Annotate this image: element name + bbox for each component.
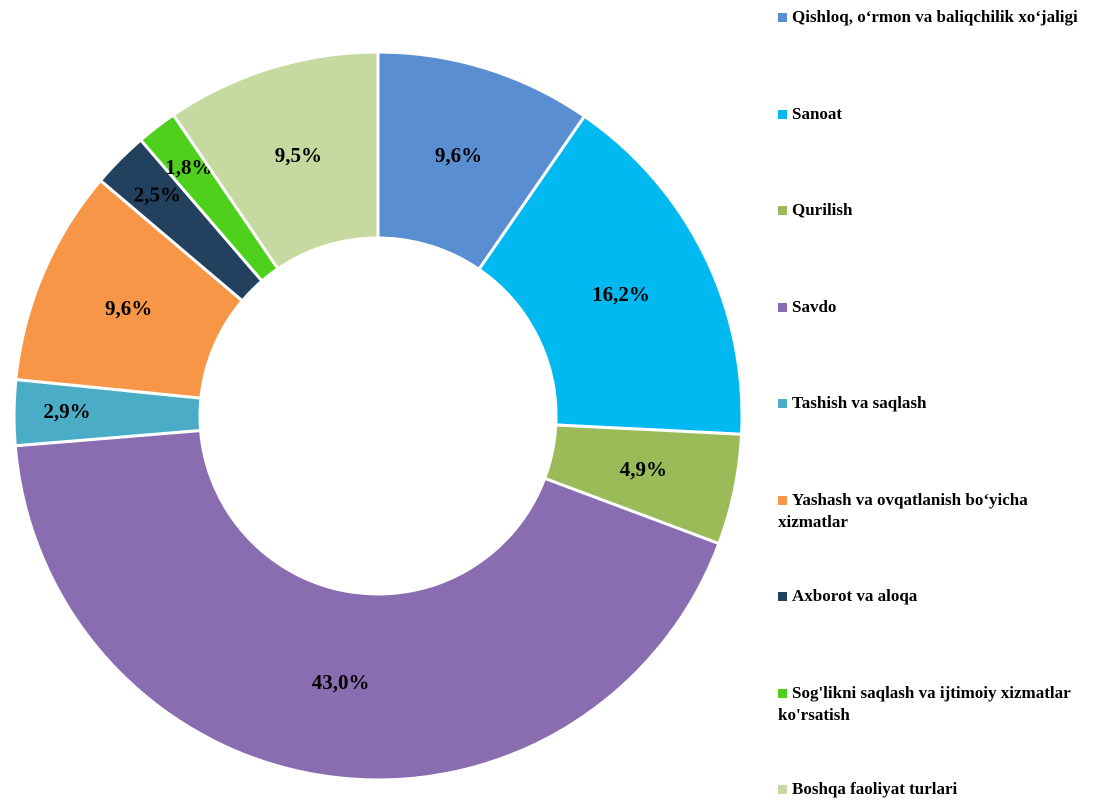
- data-label: 2,5%: [134, 183, 181, 207]
- data-label: 9,6%: [435, 143, 482, 167]
- legend-item: Axborot va aloqa: [778, 585, 1098, 607]
- legend-item: Tashish va saqlash: [778, 392, 1098, 414]
- legend-label: Qurilish: [792, 200, 853, 219]
- legend-swatch: [778, 592, 787, 601]
- legend-item: Yashash va ovqatlanish bo‘yicha xizmatla…: [778, 489, 1098, 533]
- legend-swatch: [778, 109, 787, 119]
- legend-swatch: [778, 399, 787, 408]
- legend-label: Boshqa faoliyat turlari: [792, 779, 958, 798]
- legend-swatch: [778, 302, 787, 312]
- legend-item: Sanoat: [778, 103, 1098, 125]
- legend-label: Axborot va aloqa: [792, 586, 918, 605]
- legend-item: Sog'likni saqlash va ijtimoiy xizmatlar …: [778, 682, 1098, 726]
- legend-label: Savdo: [792, 296, 837, 316]
- data-label: 9,5%: [275, 143, 322, 167]
- legend-label: Tashish va saqlash: [792, 393, 927, 412]
- legend-swatch: [778, 206, 787, 215]
- data-label: 4,9%: [620, 457, 667, 481]
- slice: [476, 114, 744, 436]
- legend-label: Sanoat: [792, 103, 843, 123]
- legend-label: Qishloq, o‘rmon va baliqchilik xo‘jaligi: [792, 7, 1078, 26]
- data-label: 16,2%: [592, 282, 650, 306]
- legend-item: Qurilish: [778, 199, 1098, 221]
- slice: [171, 50, 380, 271]
- data-label: 43,0%: [312, 670, 370, 694]
- legend-swatch: [778, 688, 787, 698]
- legend-swatch: [778, 495, 787, 505]
- chart: 9,6%16,2%4,9%43,0%2,9%9,6%2,5%1,8%9,5%: [12, 50, 744, 782]
- legend-label: Sog'likni saqlash va ijtimoiy xizmatlar …: [778, 682, 1071, 724]
- legend-label: Yashash va ovqatlanish bo‘yicha xizmatla…: [778, 489, 1028, 531]
- data-label: 9,6%: [105, 296, 152, 320]
- legend-item: Boshqa faoliyat turlari: [778, 778, 1098, 800]
- legend-swatch: [778, 785, 787, 794]
- legend-item: Savdo: [778, 296, 1098, 318]
- data-label: 2,9%: [43, 399, 90, 423]
- legend-swatch: [778, 13, 787, 22]
- legend-item: Qishloq, o‘rmon va baliqchilik xo‘jaligi: [778, 6, 1098, 28]
- slice: [13, 428, 721, 782]
